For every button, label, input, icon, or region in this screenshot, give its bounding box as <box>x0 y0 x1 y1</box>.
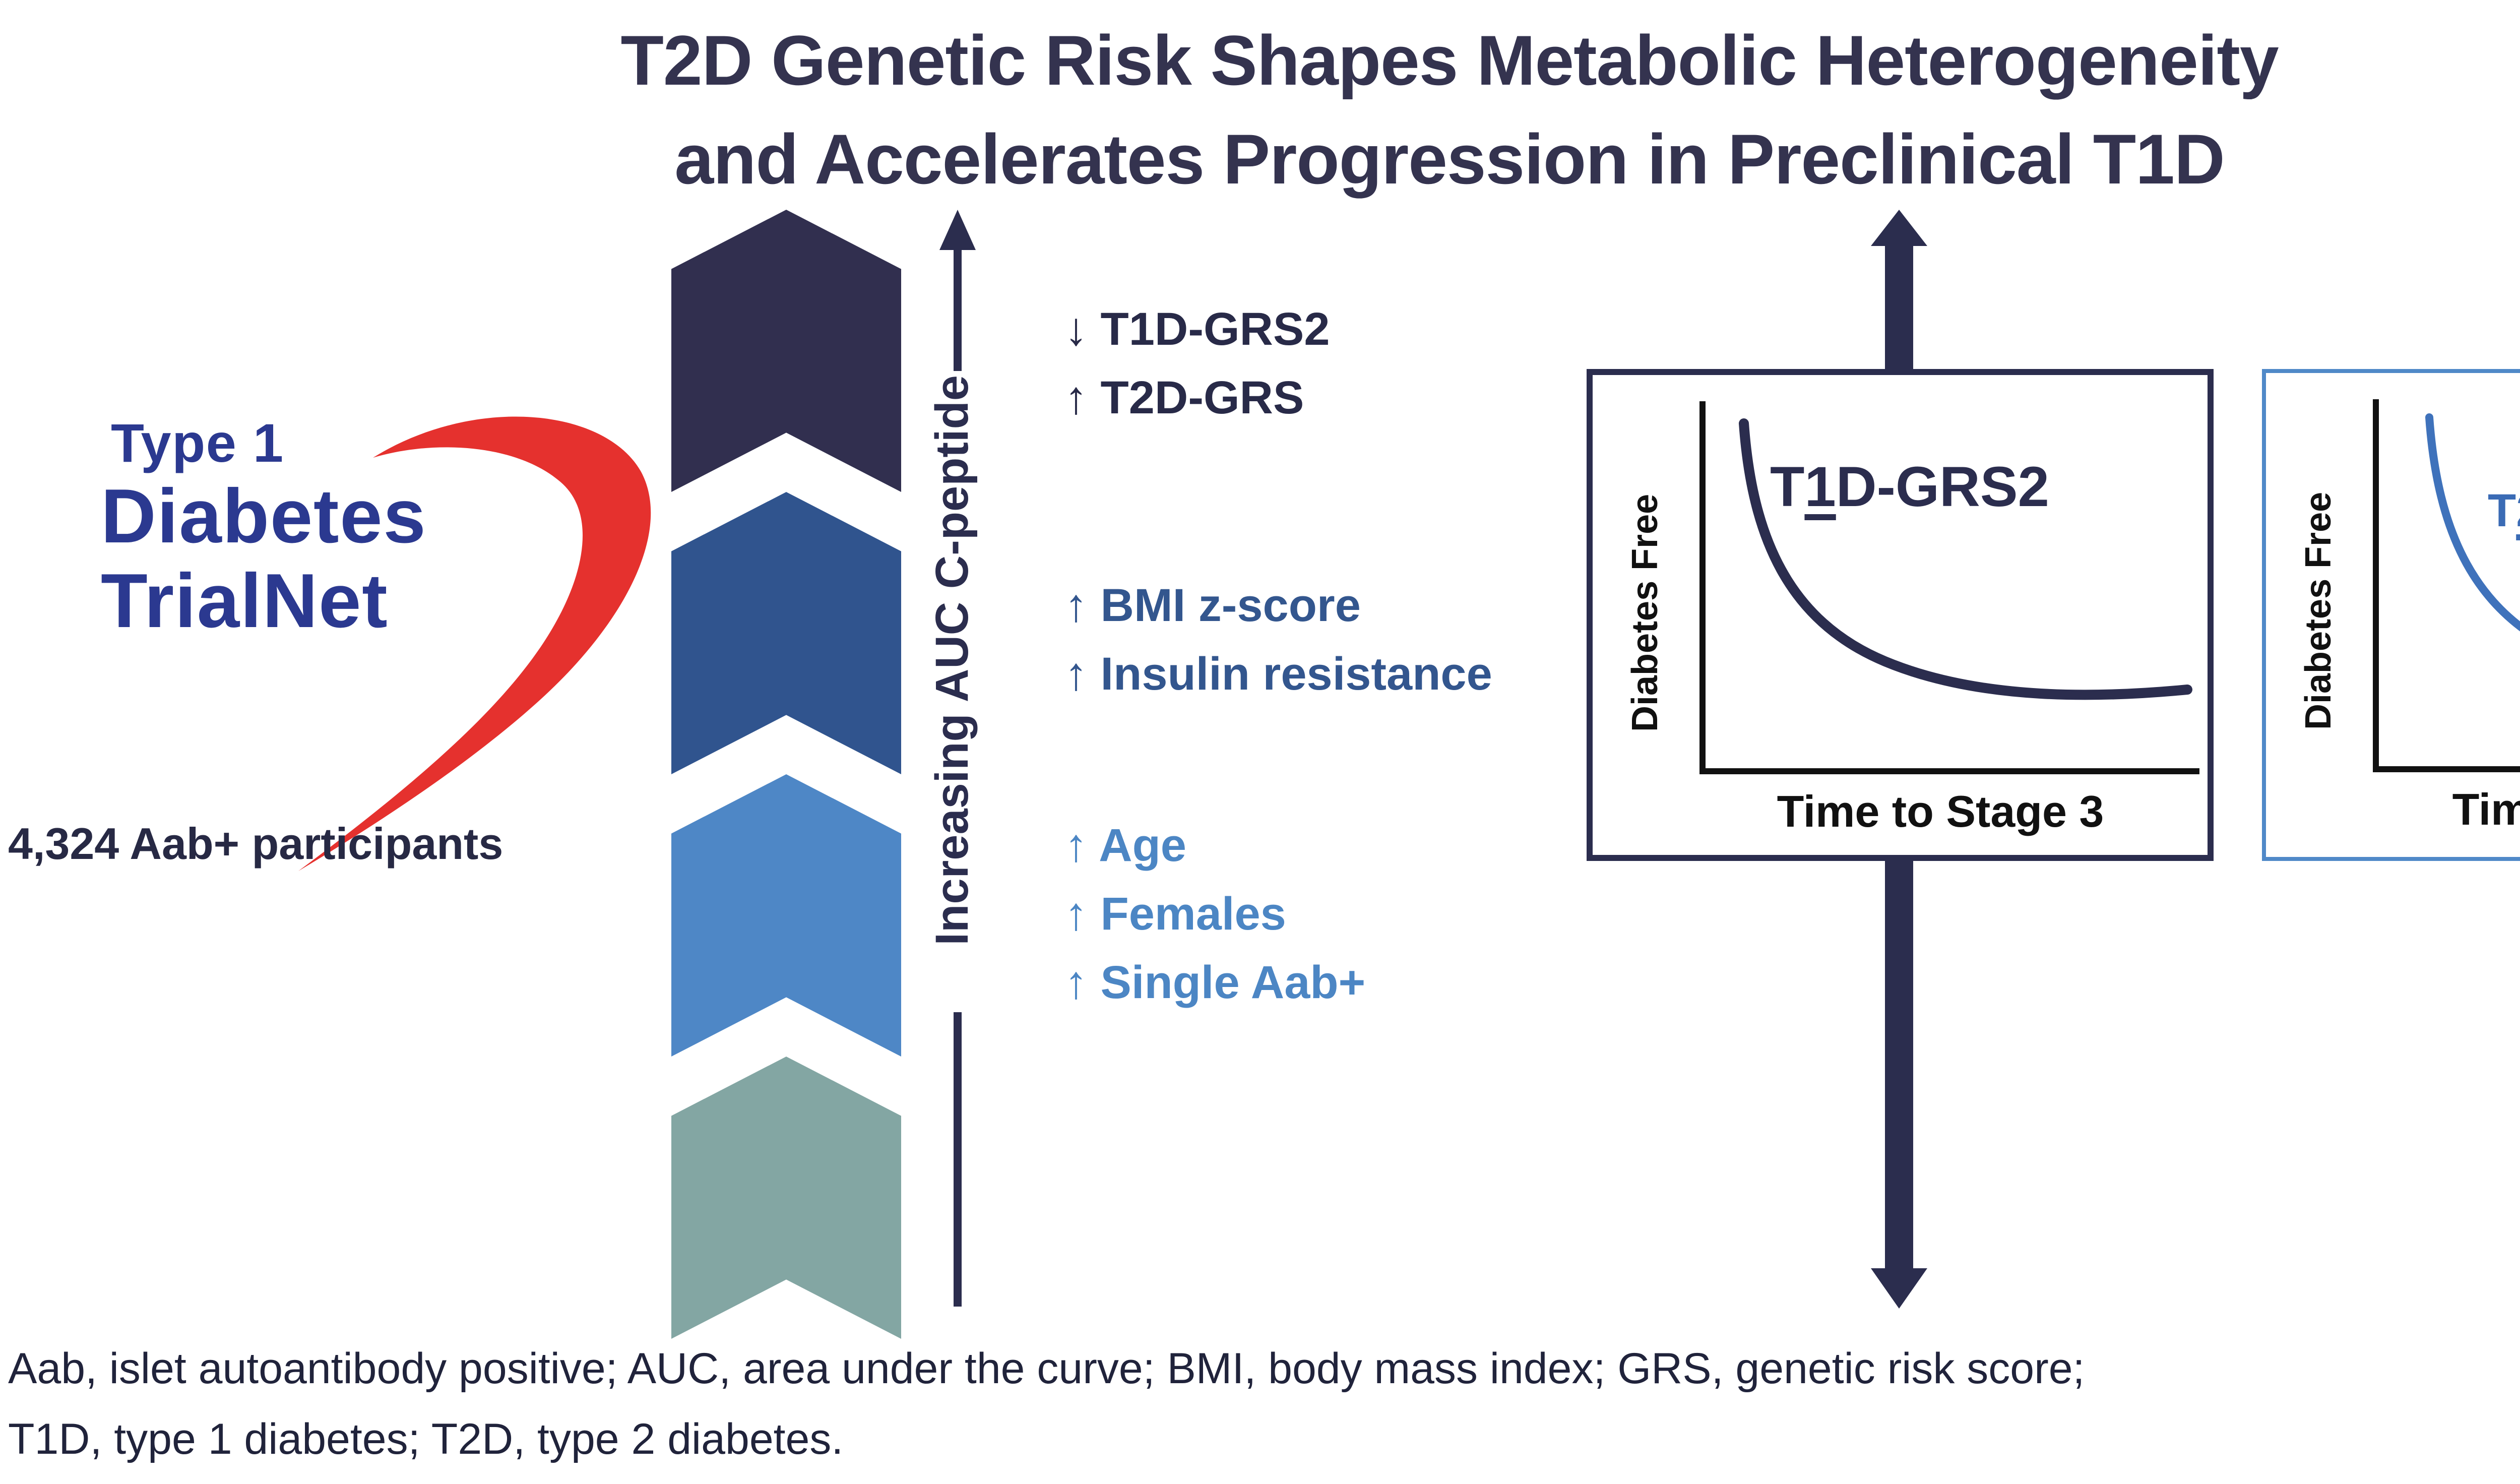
auc-axis-label: Increasing AUC C-peptide <box>925 375 978 946</box>
annotation-group-metabolic: ↑ BMI z-score ↑ Insulin resistance <box>1064 571 1492 708</box>
t2d-plot-x-axis <box>2373 766 2520 771</box>
annotation-bmi-zscore: ↑ BMI z-score <box>1064 579 1361 631</box>
t1d-plot-y-label: Diabetes Free <box>1625 493 1665 732</box>
chevron-3 <box>671 774 901 1057</box>
annotation-single-aab: ↑ Single Aab+ <box>1064 956 1366 1008</box>
t2d-survival-curve <box>2425 413 2520 632</box>
t2d-plot-x-label: Time to Stage 3 <box>2452 784 2520 835</box>
title-line-2: and Accelerates Progression in Preclinic… <box>674 121 2225 200</box>
t1d-plot-x-axis <box>1699 768 2199 773</box>
participants-count: 4,324 Aab+ participants <box>8 819 503 869</box>
annotation-group-demographic: ↑ Age ↑ Females ↑ Single Aab+ <box>1064 811 1365 1016</box>
t1d-up-arrow-shaft <box>1885 242 1913 371</box>
annotation-age: ↑ Age <box>1064 819 1186 871</box>
t2d-grs-plot: Diabetes Free T2D-GRS Time to Stage 3 <box>2262 369 2520 861</box>
t1d-label-underlined-digit: 1 <box>1804 456 1836 518</box>
swoosh-path <box>298 416 651 871</box>
chevron-2 <box>671 492 901 774</box>
t1d-grs2-plot: Diabetes Free T1D-GRS2 Time to Stage 3 <box>1587 369 2214 861</box>
annotation-insulin-resistance: ↑ Insulin resistance <box>1064 647 1492 700</box>
chevron-top <box>671 210 901 492</box>
t1d-survival-curve <box>1739 418 2192 700</box>
abbreviations-footnote: Aab, islet autoantibody positive; AUC, a… <box>8 1335 2085 1476</box>
t1d-grs2-label: T1D-GRS2 <box>1770 456 2049 520</box>
annotation-females: ↑ Females <box>1064 887 1286 940</box>
t1d-plot-y-axis <box>1699 401 1705 772</box>
page-title: T2D Genetic Risk Shapes Metabolic Hetero… <box>0 12 2520 210</box>
t1d-down-arrow-head-icon <box>1871 1268 1927 1309</box>
t1d-down-arrow-shaft <box>1885 859 1913 1272</box>
footnote-line-1: Aab, islet autoantibody positive; AUC, a… <box>8 1345 2085 1393</box>
logo-diabetes-text: Diabetes <box>101 476 427 561</box>
annotation-group-grs: ↓ T1D-GRS2 ↑ T2D-GRS <box>1064 294 1330 431</box>
t2d-label-pre: T <box>2488 484 2516 536</box>
t2d-grs-label: T2D-GRS <box>2488 484 2520 538</box>
t1d-up-arrow-head-icon <box>1871 210 1927 246</box>
annotation-t2d-grs: ↑ T2D-GRS <box>1064 371 1304 423</box>
logo-trialnet-text: TrialNet <box>101 561 389 645</box>
t1d-curve-path <box>1739 418 2192 700</box>
annotation-t1d-grs2: ↓ T1D-GRS2 <box>1064 302 1330 355</box>
logo-type1-text: Type 1 <box>111 413 284 474</box>
t1d-plot-x-label: Time to Stage 3 <box>1777 786 2104 837</box>
trialnet-swoosh-icon <box>298 416 651 871</box>
auc-arrow-head-icon <box>939 210 976 250</box>
t2d-plot-y-axis <box>2373 399 2378 770</box>
t2d-plot-y-label: Diabetes Free <box>2298 491 2339 730</box>
t1d-label-pre: T <box>1770 456 1805 518</box>
title-line-1: T2D Genetic Risk Shapes Metabolic Hetero… <box>620 22 2279 101</box>
chevron-bottom <box>671 1057 901 1339</box>
auc-arrow-shaft-bottom <box>954 1012 962 1307</box>
auc-arrow-shaft-top <box>954 246 962 371</box>
t1d-label-post: D-GRS2 <box>1836 456 2049 518</box>
footnote-line-2: T1D, type 1 diabetes; T2D, type 2 diabet… <box>8 1415 844 1464</box>
t2d-curve-path <box>2425 413 2520 632</box>
t2d-label-underlined-digit: 2 <box>2516 484 2520 536</box>
